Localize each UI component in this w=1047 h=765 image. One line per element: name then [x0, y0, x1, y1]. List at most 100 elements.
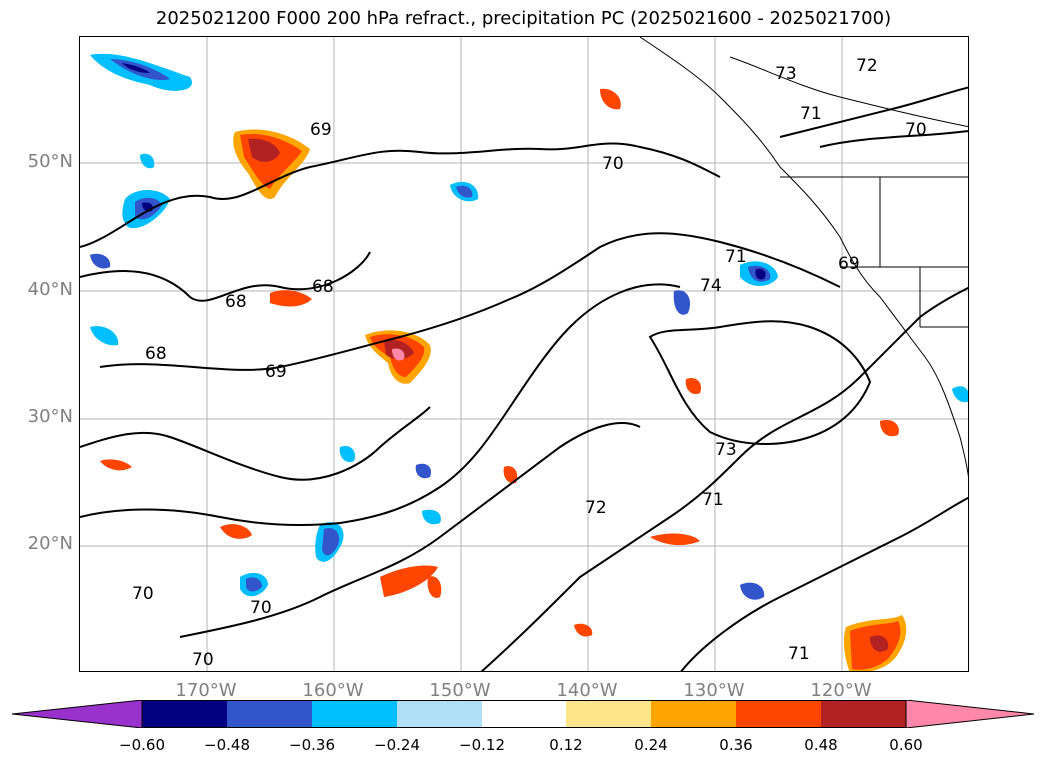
colorbar-segment	[651, 700, 736, 728]
precip-blob	[870, 635, 889, 652]
contour-line	[80, 142, 721, 248]
precip-blob	[392, 348, 405, 361]
colorbar-tick: 0.60	[889, 736, 923, 754]
coastlines	[639, 37, 968, 478]
precip-blob	[122, 63, 150, 73]
colorbar-tick: −0.36	[289, 736, 335, 754]
colorbar-tick: 0.24	[634, 736, 668, 754]
contour-label: 72	[856, 56, 878, 76]
colorbar-tick: −0.48	[204, 736, 250, 754]
precip-blob	[673, 290, 691, 315]
precip-blob	[422, 509, 441, 525]
precip-blob	[90, 253, 111, 269]
colorbar-segment	[482, 700, 566, 728]
contour-label: 72	[585, 498, 607, 518]
contour-label: 69	[310, 120, 332, 140]
precip-blob	[246, 577, 262, 592]
colorbar	[12, 700, 1035, 728]
contours	[80, 86, 968, 671]
precip-blob	[456, 185, 473, 198]
map-title: 2025021200 F000 200 hPa refract., precip…	[155, 8, 892, 29]
contour-line	[80, 283, 681, 526]
state-borders	[780, 176, 968, 328]
colorbar-tick: −0.60	[119, 736, 165, 754]
colorbar-tick: 0.48	[804, 736, 838, 754]
contour-label-group: 68 68 68 69 69 69 70 70 70 70 70 71 71 7…	[132, 56, 927, 670]
contour-label: 68	[312, 277, 334, 297]
precip-blob	[415, 463, 432, 479]
contour-label: 70	[905, 120, 927, 140]
colorbar-segment	[821, 700, 906, 728]
colorbar-segment	[227, 700, 312, 728]
contour-label: 68	[145, 344, 167, 364]
contour-label: 69	[265, 362, 287, 382]
contour-label: 68	[225, 292, 247, 312]
colorbar-segment	[566, 700, 651, 728]
contour-line	[480, 286, 968, 671]
lat-label-40n: 40°N	[27, 279, 73, 300]
precip-blob	[270, 290, 312, 307]
precip-blob	[380, 565, 438, 597]
lat-label-30n: 30°N	[27, 406, 73, 427]
lon-label-170w: 170°W	[175, 680, 237, 701]
contour-line	[648, 320, 872, 445]
lon-label-130w: 130°W	[683, 680, 745, 701]
contour-line	[80, 406, 431, 481]
precip-blob	[248, 138, 280, 162]
coastline-alaska	[639, 37, 968, 478]
colorbar-extend-high	[905, 700, 1035, 728]
lon-label-140w: 140°W	[556, 680, 618, 701]
contour-label: 70	[132, 584, 154, 604]
graticule	[80, 37, 968, 671]
colorbar-tick: 0.12	[549, 736, 583, 754]
precip-blob	[952, 386, 968, 403]
precip-blob	[427, 576, 442, 598]
contour-line	[179, 422, 641, 638]
colorbar-outline	[141, 700, 907, 728]
precip-blob	[322, 527, 340, 556]
colorbar-tick: −0.12	[459, 736, 505, 754]
contour-label: 71	[725, 247, 747, 267]
contour-label: 71	[788, 644, 810, 664]
contour-label: 69	[838, 254, 860, 274]
coastline-north	[729, 56, 968, 128]
precip-blob	[100, 459, 132, 471]
precip-blob	[140, 153, 155, 169]
contour-line	[99, 232, 841, 371]
contour-label: 71	[702, 490, 724, 510]
contour-line	[779, 86, 968, 138]
contour-label: 70	[602, 154, 624, 174]
precip-blob	[503, 466, 518, 484]
precip-blob	[574, 623, 593, 637]
precip-positive-areas	[100, 88, 907, 671]
precip-blob	[685, 377, 702, 395]
colorbar-segment	[312, 700, 397, 728]
precip-negative-areas	[90, 53, 968, 600]
contour-line	[680, 496, 968, 671]
colorbar-segment	[397, 700, 482, 728]
colorbar-segment	[736, 700, 821, 728]
contour-line	[80, 251, 371, 302]
map-canvas: 68 68 68 69 69 69 70 70 70 70 70 71 71 7…	[80, 37, 968, 671]
precip-blob	[755, 268, 766, 280]
precip-blob	[90, 326, 119, 346]
contour-label: 70	[250, 598, 272, 618]
precip-blob	[220, 524, 252, 539]
lat-label-20n: 20°N	[27, 533, 73, 554]
precip-blob	[740, 582, 765, 600]
precip-blob	[650, 533, 700, 546]
lon-label-150w: 150°W	[429, 680, 491, 701]
lon-label-160w: 160°W	[302, 680, 364, 701]
lat-label-50n: 50°N	[27, 151, 73, 172]
contour-label: 74	[700, 276, 722, 296]
lon-label-120w: 120°W	[810, 680, 872, 701]
colorbar-extend-low	[12, 700, 143, 728]
contour-label: 73	[775, 64, 797, 84]
precip-blob	[600, 88, 621, 110]
colorbar-tick: −0.24	[374, 736, 420, 754]
contour-line	[819, 130, 968, 148]
colorbar-tick: 0.36	[719, 736, 753, 754]
precip-blob	[880, 419, 899, 437]
precip-blob	[339, 445, 356, 463]
contour-label: 73	[715, 440, 737, 460]
